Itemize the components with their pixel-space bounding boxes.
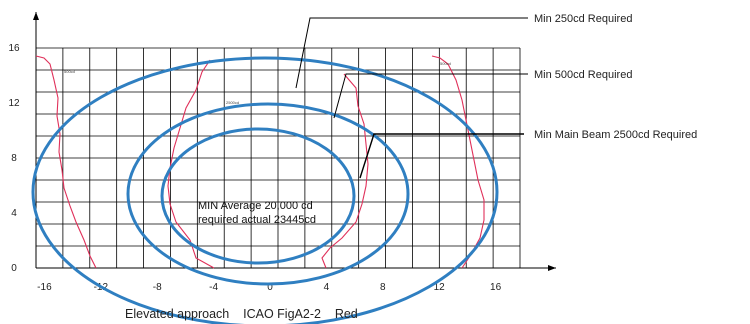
x-tick-label: -4 bbox=[209, 282, 218, 293]
x-axis-arrow-icon bbox=[548, 265, 556, 271]
y-tick-label: 0 bbox=[11, 263, 17, 274]
axes bbox=[33, 12, 556, 271]
x-tick-label: 0 bbox=[267, 282, 273, 293]
small-label-right: 500cd bbox=[440, 61, 451, 66]
beam-ellipses bbox=[31, 56, 499, 324]
center-note-line2: required actual 23445cd bbox=[198, 214, 316, 226]
x-tick-label: 16 bbox=[490, 282, 502, 293]
y-tick-label: 12 bbox=[8, 98, 20, 109]
x-tick-label: 12 bbox=[434, 282, 446, 293]
y-tick-label: 4 bbox=[11, 208, 17, 219]
y-tick-label: 8 bbox=[11, 153, 17, 164]
callout-250cd: Min 250cd Required bbox=[534, 13, 632, 25]
isocandela-curve-inner-right bbox=[321, 73, 369, 269]
leader-500cd bbox=[333, 73, 528, 119]
isocandela-curves bbox=[35, 55, 485, 269]
y-tick-labels: 0 4 8 12 16 bbox=[8, 43, 20, 274]
leader-2500cd bbox=[359, 133, 524, 179]
callout-500cd: Min 500cd Required bbox=[534, 69, 632, 81]
ellipse-middle bbox=[126, 102, 410, 286]
y-tick-label: 16 bbox=[8, 43, 20, 54]
isocandela-curve-left bbox=[35, 55, 97, 269]
x-tick-label: 4 bbox=[324, 282, 330, 293]
small-label-center: 2500cd bbox=[226, 100, 239, 105]
diagram-caption: Elevated approach ICAO FigA2-2 Red bbox=[125, 307, 358, 321]
isocandela-curve-right bbox=[431, 55, 485, 269]
ellipse-outer bbox=[31, 56, 499, 324]
callout-leaders bbox=[295, 17, 528, 179]
center-note-line1: MIN Average 20,000 cd bbox=[198, 200, 313, 212]
x-tick-label: -8 bbox=[153, 282, 162, 293]
x-tick-label: 8 bbox=[380, 282, 386, 293]
y-axis-arrow-icon bbox=[33, 12, 39, 20]
x-tick-label: -16 bbox=[37, 282, 52, 293]
small-label-left: 500cd bbox=[64, 69, 75, 74]
leader-250cd bbox=[295, 17, 528, 89]
ellipse-inner bbox=[160, 127, 356, 265]
grid bbox=[35, 47, 521, 269]
callout-2500cd: Min Main Beam 2500cd Required bbox=[534, 129, 697, 141]
